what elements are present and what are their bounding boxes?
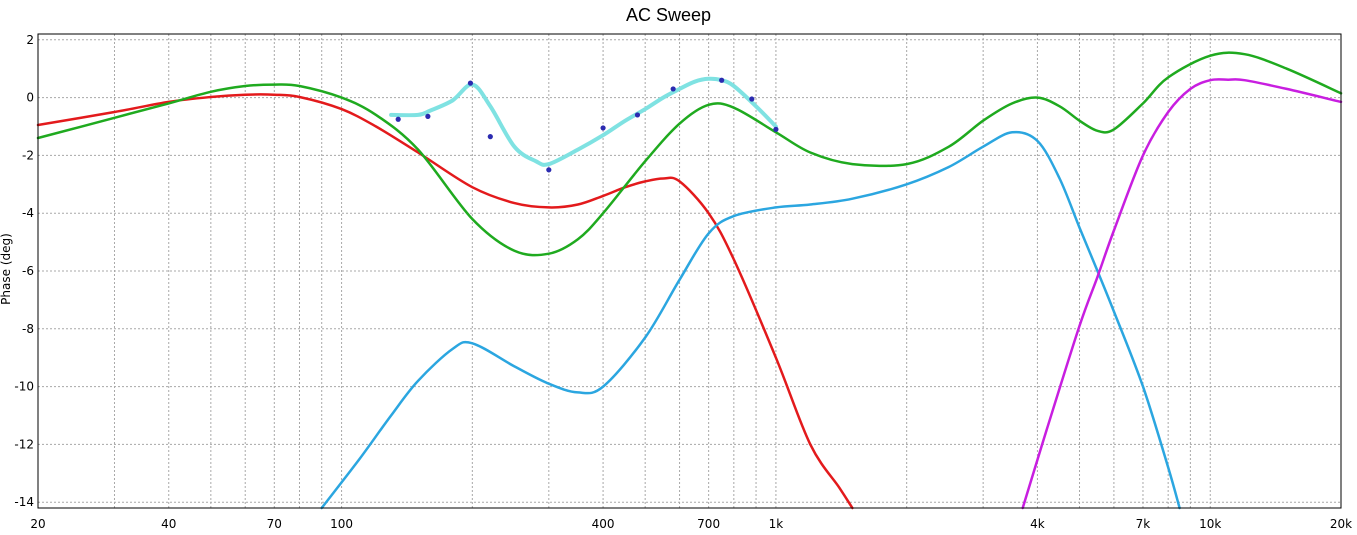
- series-line-1: [36, 93, 854, 510]
- x-tick-label: 10k: [1199, 517, 1221, 531]
- y-tick-label: -8: [22, 322, 34, 336]
- data-point-marker: [600, 125, 606, 131]
- y-tick-label: -6: [22, 264, 34, 278]
- data-point-marker: [467, 80, 474, 86]
- y-tick-label: -12: [14, 437, 34, 451]
- y-tick-label: -10: [14, 380, 34, 394]
- y-tick-label: -14: [14, 495, 34, 509]
- y-tick-label: -4: [22, 206, 34, 220]
- x-tick-label: 700: [697, 517, 720, 531]
- tick-labels: 20 40 70 100 400 700 1k 4k 7k 10k 20k20-2-4-6-8-10…: [14, 33, 1352, 531]
- x-tick-label: 20: [30, 517, 45, 531]
- chart-title: AC Sweep: [625, 5, 712, 25]
- x-tick-label: 40: [161, 517, 176, 531]
- data-point-marker: [719, 77, 725, 83]
- x-tick-label: 1k: [769, 517, 784, 531]
- series-line-2: [36, 51, 1343, 257]
- data-point-marker: [749, 96, 755, 102]
- x-tick-label: 20k: [1330, 517, 1352, 531]
- plot-frame: [37, 33, 1342, 509]
- data-point-marker: [773, 126, 779, 132]
- x-tick-label: 7k: [1136, 517, 1151, 531]
- plot-background: [38, 34, 1341, 508]
- series-layer: [36, 51, 1343, 510]
- grid: [37, 34, 1342, 508]
- data-point-marker: [670, 86, 676, 92]
- data-point-marker: [634, 112, 641, 118]
- x-tick-label: 100: [330, 517, 353, 531]
- x-tick-label: 4k: [1030, 517, 1045, 531]
- series-line-4: [1021, 78, 1343, 510]
- y-tick-label: -2: [22, 148, 34, 162]
- series-line-3: [320, 130, 1181, 510]
- data-point-marker: [546, 167, 552, 173]
- y-tick-label: 0: [26, 91, 34, 105]
- x-tick-label: 70: [267, 517, 282, 531]
- data-point-marker: [487, 134, 493, 140]
- data-point-marker: [395, 116, 401, 122]
- y-tick-label: 2: [26, 33, 34, 47]
- series-line-5: [389, 76, 778, 167]
- x-tick-label: 400: [592, 517, 615, 531]
- data-point-marker: [425, 113, 431, 119]
